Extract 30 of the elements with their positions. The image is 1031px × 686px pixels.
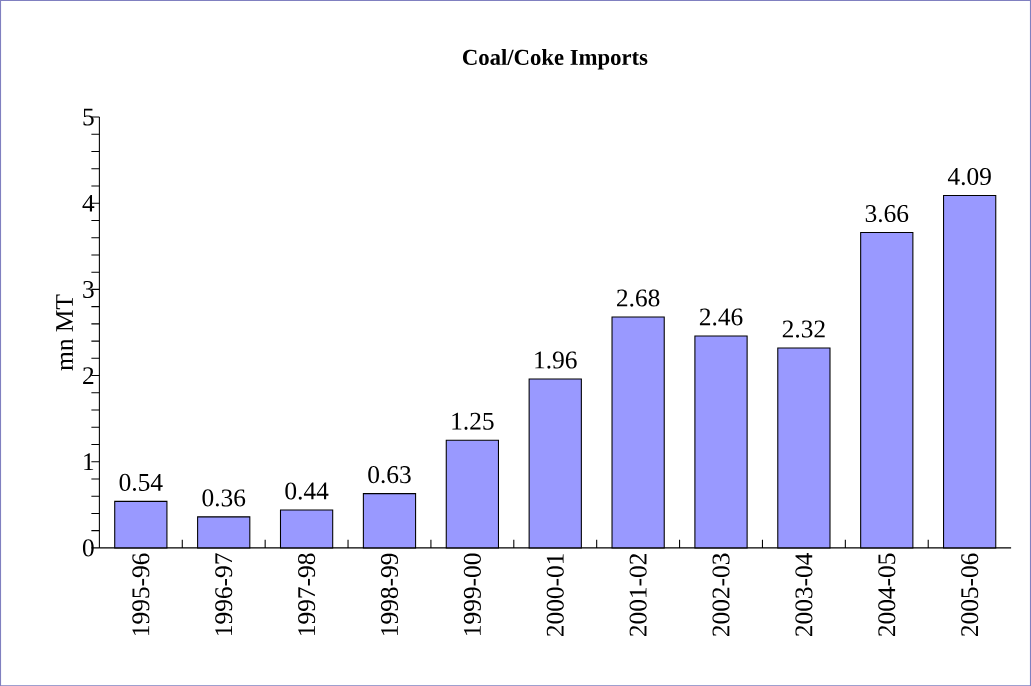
- data-label: 0.54: [119, 473, 163, 491]
- data-label: 4.09: [947, 167, 991, 185]
- x-tick-label: 2002-03: [712, 553, 730, 636]
- x-tick-label: 2005-06: [961, 553, 979, 636]
- data-label: 2.46: [699, 308, 743, 326]
- x-tick-label: 1999-00: [463, 553, 481, 635]
- x-tick-label: 1998-99: [380, 553, 399, 635]
- data-label: 0.44: [285, 482, 329, 500]
- x-tick-label: 2001-02: [629, 553, 647, 636]
- x-tick-label: 1995-96: [132, 553, 150, 635]
- x-tick-label: 2000-01: [546, 553, 564, 636]
- data-label: 2.68: [617, 289, 660, 307]
- y-tick-label: 2: [83, 366, 94, 384]
- chart-title: Coal/Coke Imports: [462, 48, 648, 70]
- y-axis-title: mn MT: [56, 294, 73, 371]
- y-tick-label: 4: [82, 194, 95, 212]
- data-label: 0.36: [202, 489, 246, 507]
- y-tick-label: 3: [83, 280, 94, 298]
- data-label: 1.96: [535, 351, 577, 369]
- x-tick-label: 1997-98: [298, 553, 316, 635]
- x-tick-label: 1996-97: [215, 553, 233, 635]
- data-label: 3.66: [865, 204, 909, 223]
- x-tick-label: 2003-04: [795, 552, 813, 636]
- y-tick-label: 1: [84, 453, 94, 470]
- y-tick-label: 5: [83, 108, 94, 126]
- data-label: 2.32: [782, 320, 825, 338]
- data-label: 0.63: [368, 465, 411, 484]
- data-label: 1.25: [452, 412, 494, 430]
- y-tick-label: 0: [82, 539, 94, 557]
- x-tick-label: 2004-05: [878, 553, 896, 636]
